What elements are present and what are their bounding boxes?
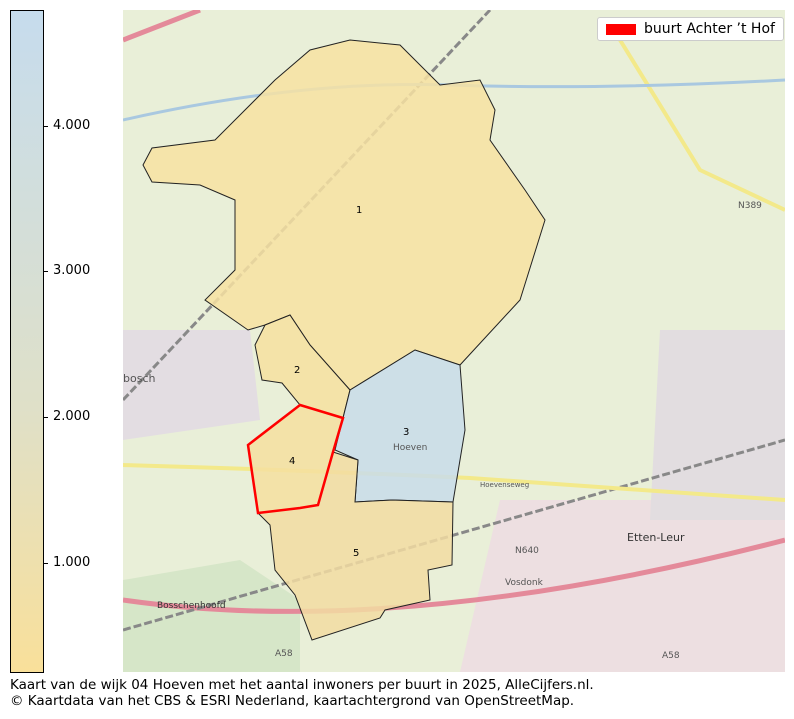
label-3: 3 xyxy=(403,427,409,438)
neighbourhood-4[interactable] xyxy=(246,403,345,515)
place-label: Vosdonk xyxy=(505,578,544,588)
label-4: 4 xyxy=(289,456,295,467)
place-label: Hoeven xyxy=(393,443,427,453)
caption-attribution: © Kaartdata van het CBS & ESRI Nederland… xyxy=(10,693,575,709)
label-1: 1 xyxy=(356,205,362,216)
place-label: Bosschenhoofd xyxy=(157,601,226,611)
label-2: 2 xyxy=(294,365,300,376)
neighbourhood-1[interactable] xyxy=(142,39,546,391)
colorbar-tick: 1.000 xyxy=(43,555,90,570)
colorbar xyxy=(10,10,44,673)
road-label: N389 xyxy=(738,201,762,211)
label-5: 5 xyxy=(353,548,359,559)
road-label: N640 xyxy=(515,546,539,556)
legend: buurt Achter ’t Hof xyxy=(597,17,784,41)
road-label: A58 xyxy=(662,651,680,661)
legend-label: buurt Achter ’t Hof xyxy=(644,21,775,37)
road-label: Hoevenseweg xyxy=(480,481,529,489)
legend-swatch xyxy=(606,23,636,35)
colorbar-tick: 3.000 xyxy=(43,263,90,278)
map[interactable]: 1 2 3 4 5 Hoeven Bosschenhoofd Etten-Leu… xyxy=(123,10,785,672)
place-label: bosch xyxy=(123,372,155,385)
caption-title: Kaart van de wijk 04 Hoeven met het aant… xyxy=(10,677,594,693)
colorbar-tick: 4.000 xyxy=(43,118,90,133)
place-label: Etten-Leur xyxy=(627,531,685,544)
road-label: A58 xyxy=(275,649,293,659)
colorbar-tick: 2.000 xyxy=(43,409,90,424)
